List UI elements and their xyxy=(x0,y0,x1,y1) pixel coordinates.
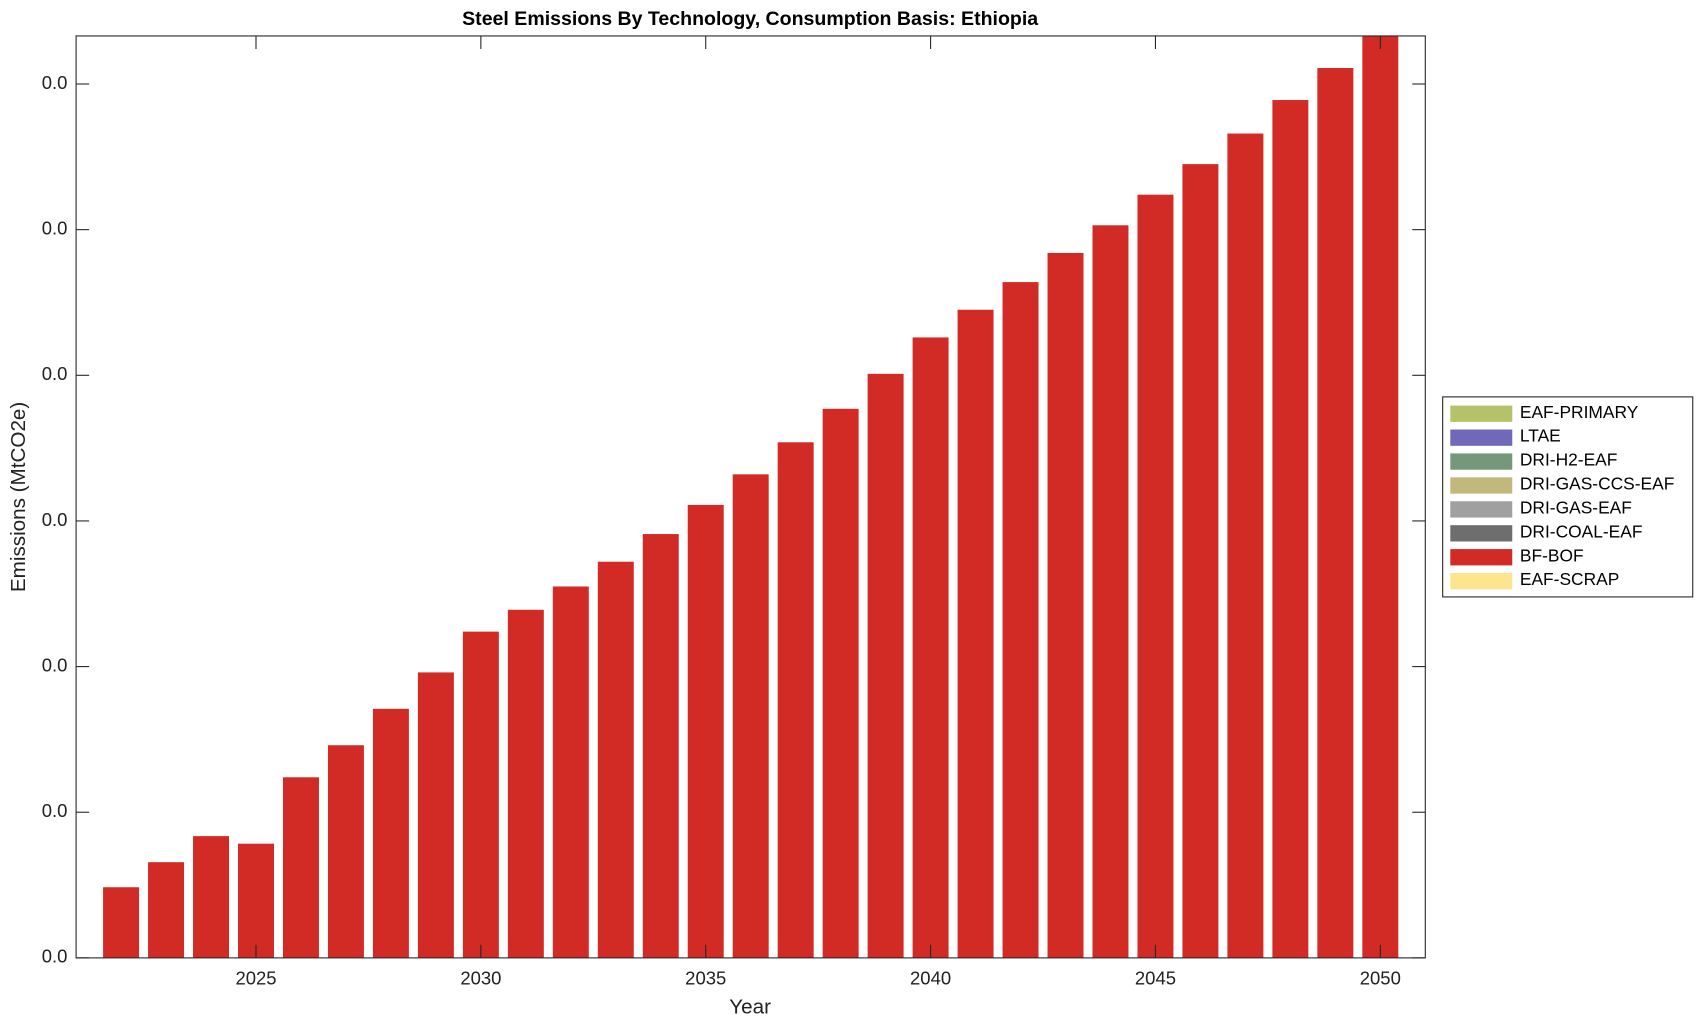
bar-segment xyxy=(1317,67,1354,958)
bar-segment xyxy=(1182,164,1219,958)
bar-segment xyxy=(103,887,140,958)
bar-segment xyxy=(642,534,679,958)
bar-segment xyxy=(372,708,409,958)
x-tick-label: 2025 xyxy=(235,967,276,988)
legend-label: DRI-COAL-EAF xyxy=(1520,521,1643,541)
legend-swatch xyxy=(1450,405,1513,422)
y-tick-label: 0.0 xyxy=(42,363,68,384)
bar-segment xyxy=(1272,100,1309,958)
bar-segment xyxy=(282,777,319,958)
x-tick-label: 2050 xyxy=(1360,967,1401,988)
x-tick-label: 2040 xyxy=(910,967,951,988)
x-axis-label: Year xyxy=(729,995,771,1018)
legend-swatch xyxy=(1450,477,1513,494)
x-tick-label: 2035 xyxy=(685,967,726,988)
bar-segment xyxy=(957,309,994,958)
plot-area: 0.0 0.0 0.0 0.0 0.0 0.0 0.0 2025 2030 2035 2040 204… xyxy=(42,35,1426,988)
bar-segment xyxy=(1092,225,1129,958)
legend-label: DRI-GAS-EAF xyxy=(1520,497,1632,517)
x-tick-label: 2045 xyxy=(1135,967,1176,988)
y-tick-label: 0.0 xyxy=(42,218,68,239)
y-tick-label: 0.0 xyxy=(42,509,68,530)
legend-swatch xyxy=(1450,549,1513,566)
bar-segment xyxy=(777,442,814,958)
legend-swatch xyxy=(1450,453,1513,470)
bar-segment xyxy=(1047,252,1084,958)
bar-segment xyxy=(148,862,185,958)
bar-segment xyxy=(462,631,499,958)
bar-segment xyxy=(193,836,230,958)
legend-label: EAF-PRIMARY xyxy=(1520,402,1639,422)
bar-segment xyxy=(238,843,274,958)
bar-segment xyxy=(687,504,724,958)
bar-segment xyxy=(552,586,589,958)
bar-segment xyxy=(822,408,859,958)
legend-label: BF-BOF xyxy=(1520,545,1584,565)
legend-label: EAF-SCRAP xyxy=(1520,569,1619,589)
legend-label: LTAE xyxy=(1520,426,1561,446)
legend-label: DRI-GAS-CCS-EAF xyxy=(1520,474,1674,494)
y-axis-label: Emissions (MtCO2e) xyxy=(7,402,30,592)
bar-segment xyxy=(912,337,949,958)
legend-swatch xyxy=(1450,525,1513,542)
legend: EAF-PRIMARY LTAE DRI-H2-EAF DRI-GAS-CCS-EAF… xyxy=(1442,396,1694,598)
bar-segment xyxy=(1137,194,1174,958)
bar-segment xyxy=(327,745,364,958)
chart-title: Steel Emissions By Technology, Consumpti… xyxy=(462,8,1038,30)
legend-swatch xyxy=(1450,501,1513,518)
bar-segment xyxy=(507,609,544,958)
y-tick-label: 0.0 xyxy=(42,72,68,93)
y-tick-label: 0.0 xyxy=(42,654,68,675)
bar-segment xyxy=(1362,35,1399,958)
x-tick-label: 2030 xyxy=(460,967,501,988)
legend-label: DRI-H2-EAF xyxy=(1520,450,1618,470)
bar-segment xyxy=(867,373,904,958)
bar-segment xyxy=(417,672,454,958)
legend-swatch xyxy=(1450,573,1513,590)
bar-segment xyxy=(1227,133,1264,958)
bar-segment xyxy=(597,561,634,958)
bar-segment xyxy=(1002,282,1039,958)
bar-segment xyxy=(732,474,769,958)
axes-box xyxy=(75,35,1426,959)
y-tick-label: 0.0 xyxy=(42,800,68,821)
legend-swatch xyxy=(1450,429,1513,446)
y-tick-label: 0.0 xyxy=(42,946,68,967)
